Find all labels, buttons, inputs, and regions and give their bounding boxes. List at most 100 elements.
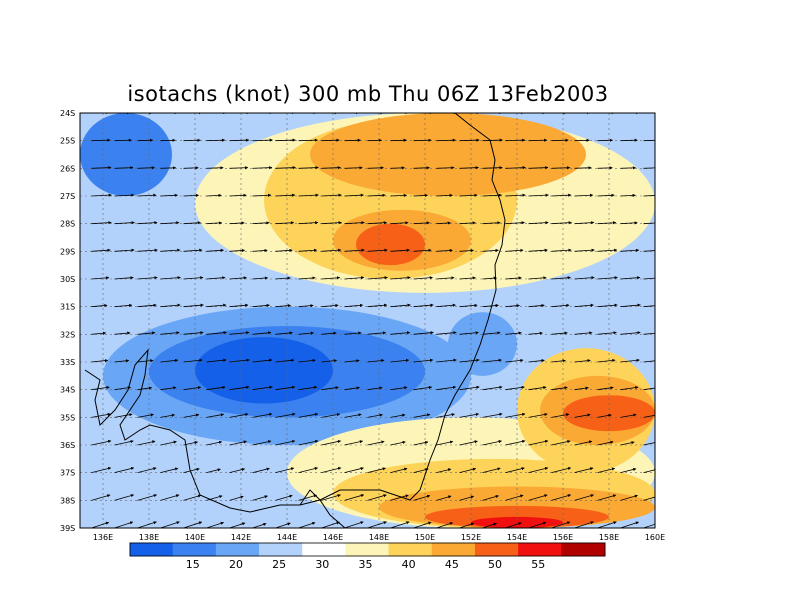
wind-arrow [160, 221, 180, 225]
lat-label: 28S [60, 220, 75, 229]
wind-arrow [252, 467, 270, 474]
wind-arrow [505, 304, 520, 308]
wind-arrow [505, 358, 524, 363]
wind-arrow [114, 386, 132, 391]
wind-arrow [252, 358, 273, 363]
wind-arrow [505, 276, 522, 280]
wind-arrow [321, 359, 338, 363]
wind-arrow [160, 494, 180, 501]
wind-arrow [551, 221, 572, 225]
wind-arrow [551, 413, 570, 418]
wind-arrow [505, 494, 524, 501]
wind-arrow [574, 494, 594, 501]
wind-arrow [482, 358, 502, 363]
wind-arrow [298, 166, 319, 170]
colorbar-swatch [345, 542, 390, 557]
colorbar-label: 30 [315, 558, 329, 571]
wind-arrow [114, 276, 134, 280]
wind-arrow [459, 303, 478, 308]
wind-arrow [137, 521, 157, 528]
wind-arrow [206, 413, 225, 418]
wind-arrow [183, 248, 203, 252]
wind-arrow [413, 221, 430, 225]
wind-arrow [206, 138, 226, 142]
lat-label: 25S [60, 137, 75, 146]
wind-arrow [321, 466, 342, 474]
wind-arrow [390, 193, 407, 197]
wind-arrow [643, 277, 655, 280]
wind-arrow [436, 193, 453, 197]
lat-label: 24S [60, 109, 75, 118]
wind-arrow [160, 303, 181, 308]
wind-arrow [91, 494, 111, 501]
wind-arrow [114, 331, 131, 335]
lon-label: 148E [369, 533, 389, 542]
wind-arrow [298, 439, 319, 446]
wind-arrow [620, 303, 641, 308]
wind-arrow [206, 440, 223, 446]
wind-arrow [436, 358, 457, 363]
wind-arrow [91, 331, 107, 335]
wind-arrow [206, 331, 227, 335]
wind-arrow [528, 331, 543, 335]
wind-arrow [344, 467, 364, 474]
wind-arrow [551, 440, 571, 446]
wind-arrow [183, 494, 202, 501]
colorbar-swatch [302, 542, 347, 557]
wind-arrow [206, 521, 224, 528]
wind-arrow [367, 386, 383, 391]
wind-arrow [436, 468, 452, 474]
wind-arrow [344, 221, 365, 225]
wind-arrow [229, 440, 247, 446]
wind-arrow [528, 303, 545, 308]
wind-arrow [620, 467, 637, 474]
wind-arrow [183, 193, 200, 197]
wind-arrow [367, 494, 387, 501]
latitude-labels: 24S 25S 26S 27S 28S 29S 30S 31S 32S 33S 34S 35S 36S 3… [60, 109, 75, 533]
lon-label: 140E [185, 533, 205, 542]
colorbar-swatch [474, 542, 520, 557]
lon-label: 156E [553, 533, 573, 542]
lat-label: 38S [60, 496, 75, 505]
wind-arrow [597, 331, 617, 335]
wind-arrow [137, 221, 158, 225]
wind-arrow [91, 466, 112, 474]
wind-arrow [551, 166, 571, 170]
wind-arrow [229, 495, 244, 501]
wind-arrow [597, 303, 618, 308]
wind-arrow [275, 522, 291, 528]
wind-arrow [252, 248, 268, 253]
wind-arrow [459, 495, 475, 501]
wind-arrow [574, 193, 594, 197]
wind-arrow [91, 138, 111, 142]
wind-arrow [459, 331, 479, 335]
shade-band-55-north [356, 223, 425, 266]
wind-arrow [643, 305, 655, 308]
wind-arrow [643, 195, 655, 197]
wind-arrow [482, 193, 502, 197]
wind-arrow [137, 386, 153, 391]
wind-arrow [91, 166, 112, 170]
wind-arrow [505, 439, 526, 446]
plot-frame [79, 112, 656, 529]
colorbar-label: 50 [488, 558, 502, 571]
wind-arrow [643, 250, 655, 252]
wind-arrow [321, 439, 342, 446]
wind-arrow [459, 358, 480, 363]
wind-arrow [183, 386, 202, 391]
wind-arrow [574, 221, 595, 225]
wind-arrow [551, 386, 568, 391]
wind-arrow [620, 413, 637, 418]
lat-label: 26S [60, 164, 75, 173]
wind-arrow [160, 358, 179, 363]
wind-arrow [574, 166, 592, 170]
wind-arrow [643, 167, 655, 169]
wind-arrow [137, 413, 154, 418]
wind-arrow [413, 521, 432, 528]
wind-arrow [229, 303, 249, 308]
wind-arrow [344, 413, 362, 418]
wind-arrow [91, 412, 111, 418]
wind-arrow [528, 166, 549, 170]
wind-arrow [91, 248, 111, 252]
wind-arrow [459, 276, 476, 280]
